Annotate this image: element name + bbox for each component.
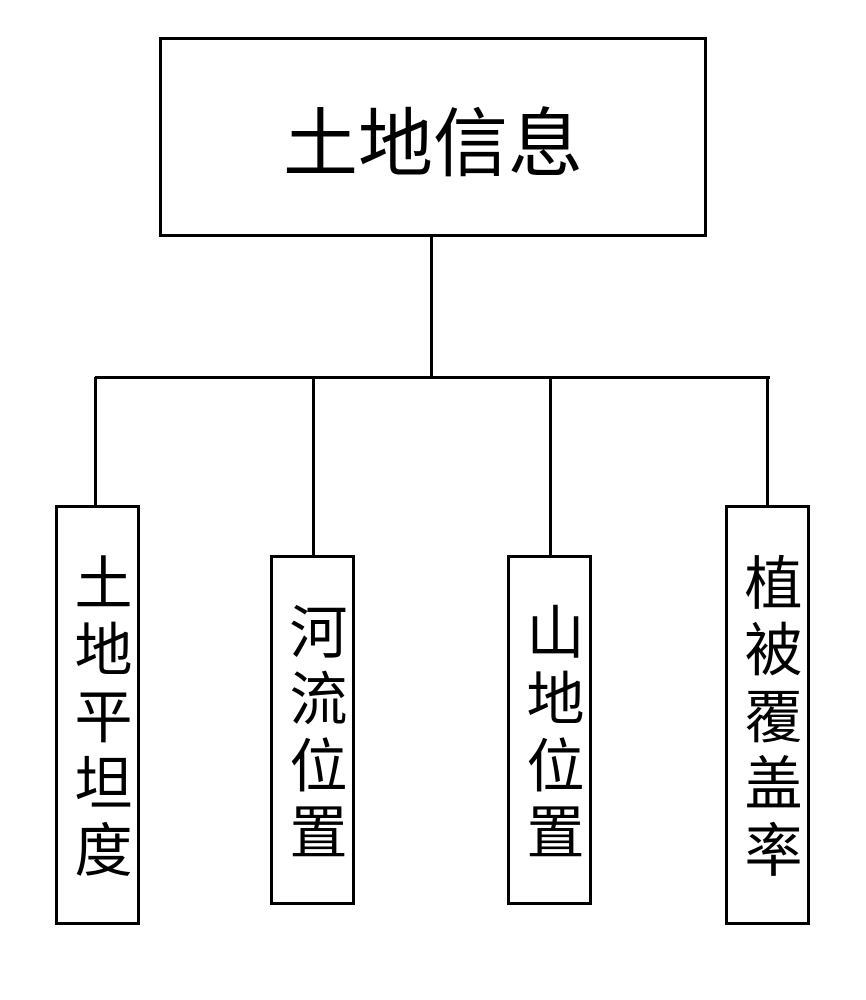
child-label: 植被覆盖率 — [726, 553, 810, 887]
connector-drop — [549, 377, 552, 555]
root-node: 土地信息 — [159, 37, 707, 237]
child-node: 土地平坦度 — [55, 505, 140, 925]
child-label: 土地平坦度 — [56, 553, 140, 887]
connector-trunk — [430, 237, 433, 377]
child-node: 山地位置 — [507, 555, 592, 905]
connector-hbar — [95, 376, 770, 379]
child-label: 河流位置 — [271, 602, 355, 869]
child-label: 山地位置 — [508, 602, 592, 869]
root-label: 土地信息 — [283, 83, 583, 192]
connector-drop — [312, 377, 315, 555]
child-node: 植被覆盖率 — [725, 505, 810, 925]
child-node: 河流位置 — [270, 555, 355, 905]
connector-drop — [766, 377, 769, 505]
connector-drop — [94, 377, 97, 505]
